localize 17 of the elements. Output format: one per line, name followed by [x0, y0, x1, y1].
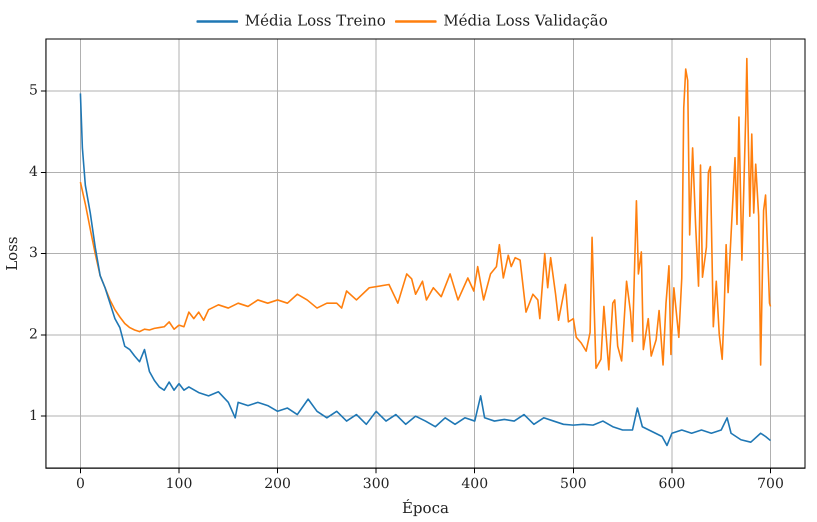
x-tick-label: 200 — [264, 476, 291, 492]
y-tick-label: 1 — [28, 408, 38, 424]
legend-label: Média Loss Validação — [443, 11, 608, 30]
x-tick-label: 300 — [362, 476, 390, 492]
x-tick-label: 400 — [461, 476, 488, 492]
y-tick-label: 2 — [28, 326, 38, 343]
x-tick-label: 100 — [166, 476, 192, 492]
y-tick-label: 5 — [28, 82, 38, 99]
y-tick-label: 4 — [28, 164, 38, 180]
x-tick-label: 0 — [76, 476, 85, 492]
x-tick-label: 500 — [560, 476, 587, 492]
x-tick-label: 600 — [658, 476, 686, 492]
y-tick-label: 3 — [28, 245, 38, 262]
legend-label: Média Loss Treino — [244, 11, 386, 30]
x-axis-title: Época — [402, 498, 449, 517]
y-axis-title: Loss — [2, 236, 21, 271]
x-tick-label: 700 — [757, 476, 784, 492]
